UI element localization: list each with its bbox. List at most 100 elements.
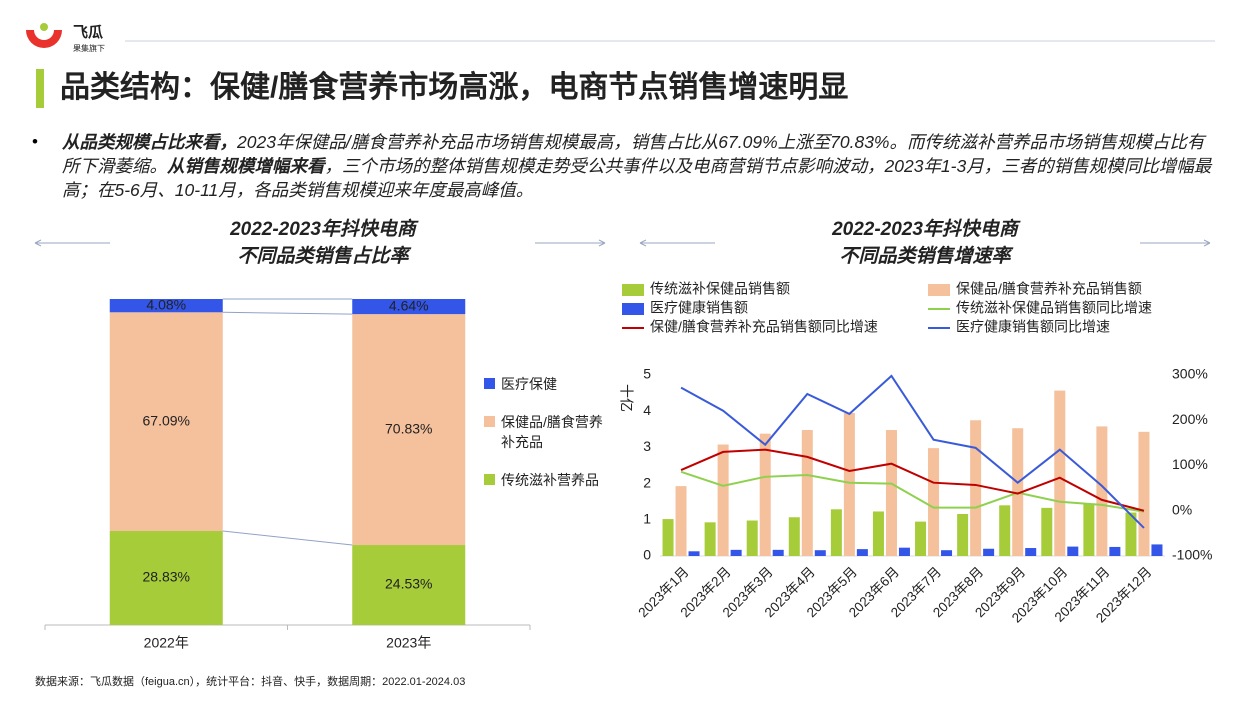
- bar: [1054, 390, 1066, 556]
- logo-dot: [40, 23, 48, 31]
- bar: [843, 413, 855, 556]
- legend-swatch: [484, 474, 495, 485]
- bar: [1109, 546, 1121, 556]
- connector: [222, 311, 353, 315]
- bar: [928, 448, 940, 556]
- data-label: 28.83%: [143, 569, 190, 585]
- legend: 医疗保健保健品/膳食营养补充品传统滋补营养品: [484, 374, 614, 508]
- legend-label: 保健品/膳食营养补充品: [501, 414, 603, 450]
- data-label: 4.08%: [146, 296, 186, 312]
- data-label: 67.09%: [143, 412, 190, 428]
- bar-segment: [352, 299, 466, 315]
- x-tick-label: 2023年: [386, 635, 431, 651]
- bar: [941, 550, 953, 556]
- bar-segment: [109, 312, 223, 532]
- brand: 飞瓜: [73, 24, 103, 41]
- bar: [970, 420, 982, 556]
- y-tick-label: 1: [643, 511, 651, 527]
- bar: [746, 520, 758, 556]
- data-label: 70.83%: [385, 420, 432, 436]
- y-tick-label: 2: [643, 474, 651, 490]
- chart-title: 2022-2023年抖快电商: [229, 218, 419, 240]
- bar: [1025, 548, 1037, 556]
- bar: [717, 444, 729, 556]
- y2-tick-label: 300%: [1172, 366, 1208, 382]
- summary: 从品类规模占比来看，2023年保健品/膳食营养补充品市场销售规模最高，销售占比从…: [62, 130, 1212, 202]
- line: [680, 374, 1145, 529]
- summary-segment: ，三个市场的整体销售规模走势受公共事件以及电商营销节点影响波动，2023年1-3…: [62, 156, 1212, 200]
- bar: [675, 486, 687, 556]
- page-title: 品类结构：保健/膳食营养市场高涨，电商节点销售增速明显: [60, 70, 848, 104]
- x-tick-label: 2022年: [144, 635, 189, 651]
- bar-segment: [109, 531, 223, 625]
- bar: [983, 548, 995, 556]
- y2-tick-label: 200%: [1172, 411, 1208, 427]
- bullet: •: [32, 132, 38, 151]
- bar: [885, 430, 897, 556]
- data-label: 24.53%: [385, 576, 432, 592]
- legend-item: 保健品/膳食营养补充品: [484, 412, 614, 452]
- bar: [856, 549, 868, 556]
- legend-label: 医疗保健: [501, 376, 557, 392]
- bar: [1067, 546, 1079, 556]
- legend-swatch: [622, 303, 644, 315]
- bar: [830, 509, 842, 556]
- data-label: 4.64%: [389, 297, 429, 313]
- connector: [222, 530, 353, 546]
- bar: [1138, 431, 1150, 556]
- bar: [1151, 544, 1163, 556]
- bar: [1125, 512, 1137, 556]
- summary-segment: 2023年保健品/膳食营养补充品市场销售规模最高，销售占比从67.09%上涨至7…: [62, 132, 1205, 176]
- bar: [704, 522, 716, 556]
- bar: [1041, 507, 1053, 556]
- y-tick-label: 4: [643, 402, 651, 418]
- bar: [814, 550, 826, 556]
- legend-label: 医疗健康销售额: [650, 300, 748, 316]
- bar: [772, 549, 784, 556]
- legend-swatch: [928, 284, 950, 296]
- title-accent: [36, 69, 44, 108]
- legend-label: 保健/膳食营养补充品销售额同比增速: [650, 319, 878, 335]
- bar: [957, 514, 969, 556]
- bar-segment: [109, 299, 223, 313]
- legend-label: 医疗健康销售额同比增速: [956, 319, 1110, 335]
- legend-item: 医疗保健: [484, 374, 614, 394]
- y2-tick-label: 100%: [1172, 456, 1208, 472]
- bar: [662, 519, 674, 556]
- chart-title: 不同品类销售增速率: [839, 245, 1013, 267]
- summary-segment: 从销售规模增幅来看: [167, 156, 325, 176]
- summary-segment: 从品类规模占比来看，: [62, 132, 237, 152]
- chart-title: 2022-2023年抖快电商: [831, 218, 1021, 240]
- source: 数据来源：飞瓜数据（feigua.cn），统计平台：抖音、快手，数据周期：202…: [35, 674, 465, 688]
- y-tick-label: 0: [643, 547, 651, 563]
- bar: [688, 551, 700, 556]
- legend-label: 传统滋补保健品销售额: [650, 281, 790, 297]
- legend-label: 保健品/膳食营养补充品销售额: [956, 281, 1142, 297]
- bar: [1083, 504, 1095, 556]
- title-arrows: [34, 239, 1211, 247]
- logo-arc: [26, 30, 62, 48]
- legend-swatch: [484, 378, 495, 389]
- bar: [759, 433, 771, 556]
- legend-swatch: [484, 416, 495, 427]
- bar: [872, 511, 884, 556]
- bar: [898, 547, 910, 556]
- legend-label: 传统滋补保健品销售额同比增速: [956, 300, 1152, 316]
- bar: [915, 521, 927, 556]
- bar: [801, 430, 813, 556]
- y-tick-label: 3: [643, 438, 651, 454]
- legend-item: 传统滋补营养品: [484, 470, 614, 490]
- line: [680, 470, 1145, 513]
- bar: [1096, 426, 1108, 556]
- y2-tick-label: 0%: [1172, 501, 1192, 517]
- line: [680, 448, 1145, 512]
- legend-swatch: [622, 284, 644, 296]
- bar: [788, 517, 800, 556]
- bar: [730, 549, 742, 556]
- bar-segment: [352, 314, 466, 546]
- y-axis-label: 十亿: [618, 384, 634, 412]
- legend-label: 传统滋补营养品: [501, 472, 599, 488]
- y-tick-label: 5: [643, 366, 651, 382]
